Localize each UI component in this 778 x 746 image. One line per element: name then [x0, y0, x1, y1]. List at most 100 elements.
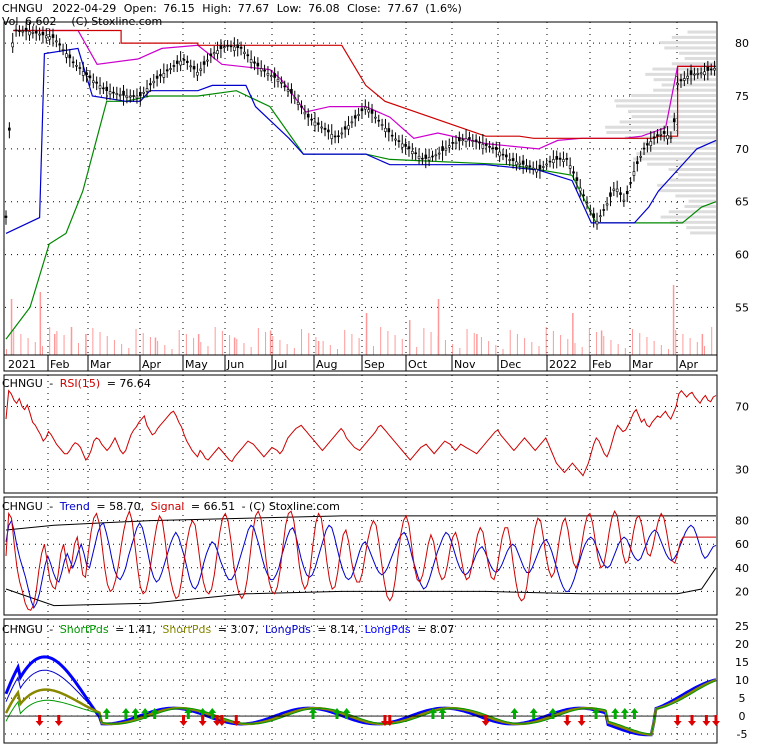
candle-body: [303, 111, 307, 115]
candle-body: [81, 71, 85, 76]
volume-bar: [696, 342, 698, 355]
candle-body: [286, 89, 290, 92]
down-arrow-icon: [577, 715, 586, 727]
momentum-arrows: [35, 708, 720, 727]
x-axis-tick: May: [185, 358, 208, 371]
down-arrow-icon: [673, 715, 682, 727]
volume-profile-bar: [653, 88, 716, 92]
volume-profile-bar: [670, 220, 716, 224]
volume-bar: [243, 343, 245, 355]
candle-body: [182, 59, 186, 61]
volume-bar: [639, 333, 641, 355]
volume-bar: [653, 341, 655, 355]
candle-body: [592, 213, 595, 218]
price-y-tick: 65: [735, 196, 749, 209]
candle-body: [313, 121, 317, 127]
candle-body: [407, 146, 411, 150]
volume-bar: [279, 340, 281, 355]
momentum-y-tick: 20: [735, 638, 749, 651]
candle-body: [65, 53, 68, 58]
candle-body: [159, 74, 162, 77]
candle-body: [68, 54, 72, 59]
candle-body: [458, 137, 461, 142]
candle-body: [562, 159, 565, 162]
candle-body: [18, 30, 21, 32]
candle-body: [474, 139, 478, 143]
x-axis-tick: Aug: [316, 358, 337, 371]
candle-body: [38, 33, 41, 36]
volume-profile-bar: [671, 62, 716, 66]
up-arrow-icon: [630, 708, 639, 720]
candle-body: [175, 60, 179, 64]
volume-bar: [39, 292, 42, 355]
volume-bar: [337, 349, 339, 355]
volume-profile-bar: [664, 46, 716, 50]
price-panel: 80 75 70 65 60 55 2021 Feb Mar Apr May Jun Jul Aug Se…: [2, 2, 749, 372]
candle-body: [578, 187, 582, 192]
candle-body: [350, 121, 354, 124]
up-arrow-icon: [428, 708, 437, 720]
volume-bar: [322, 341, 324, 355]
down-arrow-icon: [198, 715, 207, 727]
candle-body: [642, 147, 646, 150]
candle-body: [484, 143, 488, 146]
volume-bar: [394, 335, 396, 355]
candle-body: [253, 61, 256, 64]
candle-body: [323, 127, 327, 130]
rsi-y-tick: 30: [735, 463, 749, 476]
candle-body: [293, 97, 297, 99]
momentum-y-tick: 5: [739, 692, 746, 705]
volume-bar: [552, 331, 554, 355]
volume-bar: [214, 327, 216, 355]
price-title: CHNGU 2022-04-29 Open: 76.15 High: 77.67…: [2, 2, 462, 15]
candle-body: [602, 209, 606, 211]
candle-body: [162, 73, 166, 78]
rsi-panel: 70 30 CHNGU - RSI(15) = 76.64: [2, 374, 749, 494]
price-candles: [4, 22, 716, 230]
up-arrow-icon: [131, 708, 140, 720]
volume-bar: [221, 331, 223, 355]
x-axis-strip: [3, 354, 718, 372]
trend-panel: 80 60 40 20 CHNGU - Trend = 58.70, Signal =…: [2, 496, 749, 616]
candle-body: [676, 83, 679, 86]
volume-bar: [488, 341, 490, 355]
volume-profile-bar: [628, 109, 716, 113]
volume-bar: [682, 334, 684, 355]
candle-body: [652, 136, 656, 139]
volume-bar: [233, 337, 236, 355]
candle-body: [478, 141, 481, 144]
candle-body: [337, 135, 340, 138]
candle-body: [656, 134, 659, 137]
volume-bar: [99, 332, 101, 355]
candle-body: [411, 151, 414, 155]
candle-body: [149, 83, 152, 86]
volume-bar: [603, 336, 605, 355]
candle-body: [21, 30, 25, 33]
volume-bar: [437, 299, 440, 355]
candle-body: [706, 66, 710, 71]
volume-bar: [329, 345, 331, 355]
volume-bar: [660, 345, 662, 355]
candle-body: [196, 71, 199, 76]
x-axis-tick: Nov: [454, 358, 476, 371]
down-arrow-icon: [35, 715, 44, 727]
candle-body: [229, 45, 233, 48]
candle-body: [431, 155, 434, 158]
volume-bar: [459, 348, 461, 355]
volume-bar: [408, 320, 411, 355]
volume-profile-bar: [657, 183, 716, 187]
candle-body: [417, 155, 421, 159]
candle-body: [444, 147, 448, 151]
volume-bar: [509, 330, 511, 355]
candle-body: [155, 75, 159, 79]
candle-body: [552, 159, 555, 163]
volume-label: Vol 6,602 - (C) Stoxline.com: [2, 15, 162, 28]
candle-body: [206, 59, 209, 62]
candle-body: [276, 79, 280, 82]
volume-bar: [13, 330, 15, 355]
up-arrow-icon: [121, 708, 130, 720]
volume-profile-bar: [614, 99, 716, 103]
candle-body: [88, 75, 92, 79]
volume-bar: [476, 334, 478, 355]
candle-body: [246, 54, 250, 57]
